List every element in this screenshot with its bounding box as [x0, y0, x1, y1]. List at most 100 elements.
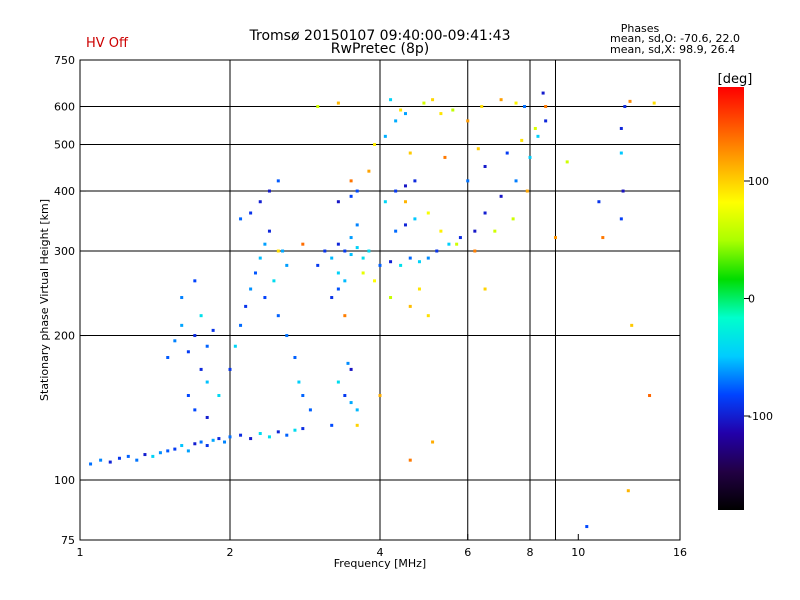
echo-point-o [343, 394, 347, 398]
echo-point-x [276, 249, 280, 253]
echo-point-o [394, 119, 398, 123]
echo-point-x [511, 217, 515, 221]
echo-point-x [520, 138, 524, 142]
echo-point-x [499, 98, 503, 102]
echo-point-o [426, 256, 430, 260]
x-axis-ticks: 1 2 4 6 8 10 16 [77, 534, 687, 559]
echo-point-o [217, 394, 221, 398]
echo-point-o [223, 440, 227, 444]
echo-point-o [394, 229, 398, 233]
echo-point-o [523, 105, 527, 109]
echo-point-o [253, 271, 257, 275]
echo-point-o [343, 279, 347, 283]
echo-point-o [323, 249, 327, 253]
echo-point-x [451, 108, 455, 112]
echo-point-x [373, 279, 377, 283]
echo-point-o [126, 454, 130, 458]
echo-point-x [408, 458, 412, 462]
echo-point-o [585, 525, 589, 529]
echo-point-x [408, 151, 412, 155]
echo-point-x [373, 143, 377, 147]
echo-point-o [108, 460, 112, 464]
y-tick-label: 500 [54, 139, 75, 152]
x-tick-label: 10 [571, 546, 585, 559]
echo-point-o [336, 271, 340, 275]
colorbar-ticks: 100 0 -100 [744, 175, 773, 423]
echo-point-o [272, 279, 276, 283]
y-tick-label: 300 [54, 245, 75, 258]
echo-point-x [367, 169, 371, 173]
echo-point-o [239, 323, 243, 327]
echo-point-o [263, 242, 267, 246]
echo-point-o [349, 253, 353, 257]
echo-point-o [361, 256, 365, 260]
y-tick-label: 200 [54, 330, 75, 343]
echo-point-o [205, 444, 209, 448]
x-tick-label: 6 [464, 546, 471, 559]
echo-point-o [336, 242, 340, 246]
x-tick-label: 2 [227, 546, 234, 559]
echo-point-o [408, 256, 412, 260]
echo-point-x [408, 304, 412, 308]
echo-point-x [316, 105, 320, 109]
echo-point-o [336, 287, 340, 291]
echo-point-o [367, 249, 371, 253]
echo-point-o [505, 151, 509, 155]
phases-stats-title: Phases [620, 22, 660, 35]
y-tick-label: 600 [54, 101, 75, 114]
echo-point-o [619, 217, 623, 221]
echo-point-x [601, 236, 605, 240]
echo-point-o [541, 91, 545, 95]
phases-stats-x: mean, sd,X: 98.9, 26.4 [610, 43, 736, 56]
echo-point-x [443, 155, 447, 159]
y-tick-label: 400 [54, 185, 75, 198]
y-tick-label: 100 [54, 474, 75, 487]
echo-point-o [403, 223, 407, 227]
echo-point-o [99, 458, 103, 462]
echo-point-o [301, 427, 305, 431]
echo-point-x [355, 423, 359, 427]
echo-point-o [447, 242, 451, 246]
echo-point-o [403, 112, 407, 116]
echo-point-x [544, 105, 548, 109]
echo-point-x [343, 314, 347, 318]
colorbar-tick-label: 100 [748, 175, 769, 188]
echo-point-o [217, 437, 221, 441]
echo-point-x [361, 271, 365, 275]
echo-point-o [378, 263, 382, 267]
echo-point-o [403, 184, 407, 188]
echo-point-x [480, 105, 484, 109]
echo-point-o [186, 350, 190, 354]
echo-point-o [544, 119, 548, 123]
echo-point-o [173, 339, 177, 343]
echo-point-o [276, 430, 280, 434]
echo-point-o [199, 440, 203, 444]
echo-point-x [403, 200, 407, 204]
echo-point-o [205, 415, 209, 419]
echo-point-o [355, 246, 359, 250]
chart-subtitle: RwPretec (8p) [330, 41, 430, 57]
echo-point-o [205, 344, 209, 348]
echo-point-o [117, 456, 121, 460]
x-tick-label: 4 [377, 546, 384, 559]
echo-point-x [431, 440, 435, 444]
echo-point-o [413, 179, 417, 183]
echo-point-o [249, 437, 253, 441]
echo-point-o [143, 453, 147, 457]
echo-point-o [483, 211, 487, 215]
echo-point-x [628, 99, 632, 103]
echo-point-o [597, 200, 601, 204]
y-axis-ticks: 75 100 200 300 400 500 600 750 [54, 54, 86, 547]
echo-point-x [565, 160, 569, 164]
echo-point-o [166, 355, 170, 359]
echo-point-x [426, 314, 430, 318]
echo-point-o [249, 211, 253, 215]
colorbar-tick-label: 0 [748, 293, 755, 306]
echo-point-x [483, 287, 487, 291]
echo-point-o [466, 179, 470, 183]
echo-point-o [276, 179, 280, 183]
echo-point-x [473, 249, 477, 253]
echo-point-x [439, 112, 443, 116]
echo-point-o [233, 344, 237, 348]
